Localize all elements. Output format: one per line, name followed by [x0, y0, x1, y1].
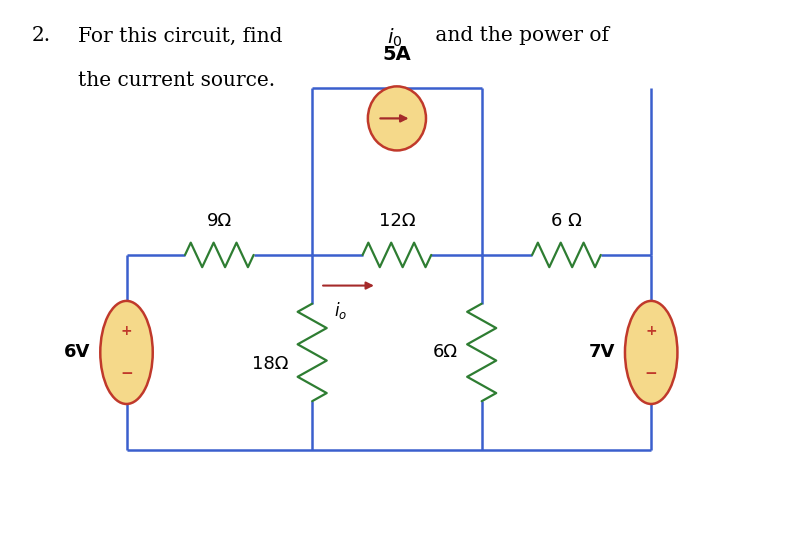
Ellipse shape [368, 86, 426, 151]
Text: 12Ω: 12Ω [379, 212, 416, 230]
Ellipse shape [100, 301, 153, 404]
Text: $i_{\mathregular{0}}$: $i_{\mathregular{0}}$ [387, 26, 403, 49]
Text: 2.: 2. [32, 26, 51, 45]
Text: 6 Ω: 6 Ω [551, 212, 582, 230]
Text: 5A: 5A [382, 45, 411, 64]
Text: 18Ω: 18Ω [252, 354, 288, 372]
Text: 9Ω: 9Ω [207, 212, 232, 230]
Text: $i_o$: $i_o$ [334, 300, 347, 320]
Text: 6Ω: 6Ω [433, 343, 458, 361]
Text: 7V: 7V [589, 343, 616, 361]
Text: For this circuit, find: For this circuit, find [78, 26, 289, 45]
Text: −: − [120, 366, 133, 381]
Text: −: − [645, 366, 658, 381]
Ellipse shape [625, 301, 677, 404]
Text: the current source.: the current source. [78, 71, 275, 90]
Text: and the power of: and the power of [429, 26, 609, 45]
Text: 6V: 6V [64, 343, 91, 361]
Text: +: + [646, 324, 657, 338]
Text: +: + [121, 324, 132, 338]
